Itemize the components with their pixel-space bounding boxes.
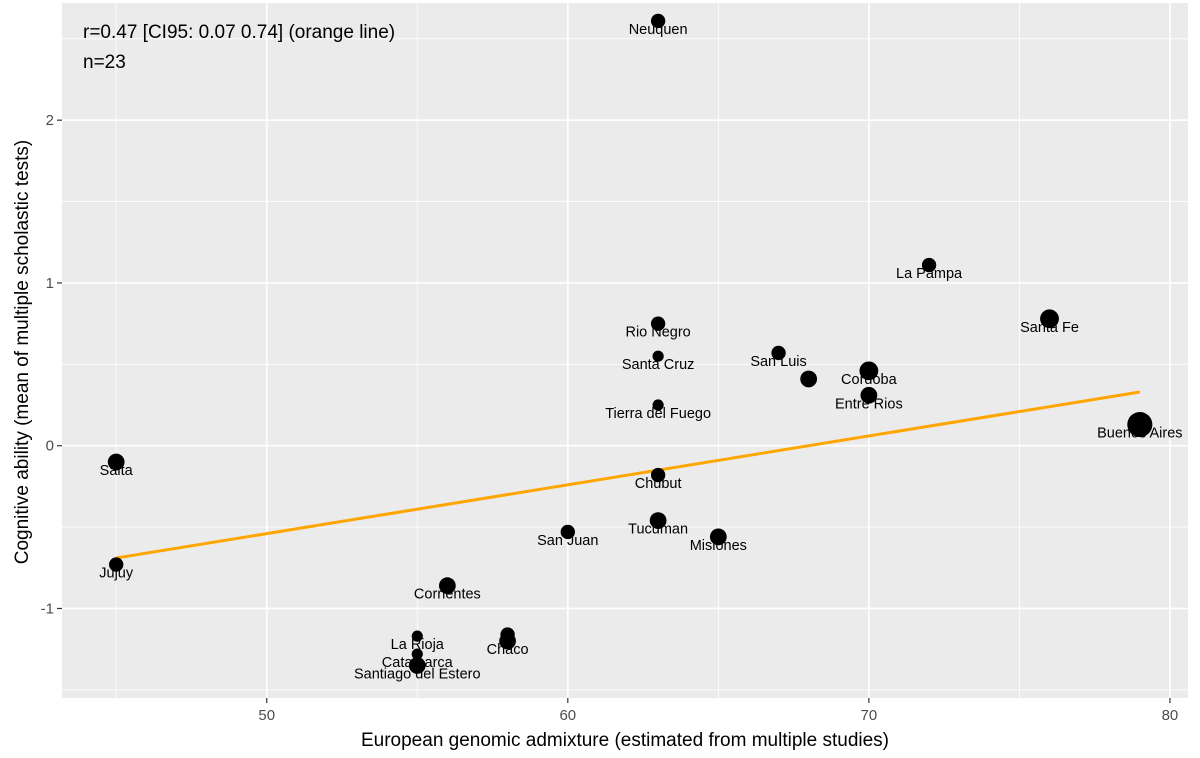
point-buenos-aires — [1127, 412, 1153, 438]
point-rio-negro — [650, 316, 666, 331]
point-entre-rios — [860, 386, 878, 404]
label-la-rioja: La Rioja — [391, 637, 445, 653]
plot-panel — [62, 3, 1188, 698]
sample-size-annotation: n=23 — [83, 52, 126, 73]
label-rio-negro: Rio Negro — [625, 325, 690, 341]
label-jujuy: Jujuy — [99, 566, 134, 582]
label-santiago-del-estero: Santiago del Estero — [354, 666, 481, 682]
label-san-juan: San Juan — [537, 533, 598, 549]
label-san-luis: San Luis — [750, 354, 806, 370]
label-corrientes: Corrientes — [414, 587, 481, 603]
point-la-rioja — [411, 630, 423, 642]
y-tick-label: -1 — [41, 600, 54, 617]
label-tucuman: Tucuman — [628, 522, 688, 538]
point-cordoba — [859, 361, 879, 381]
point-santa-fe — [1040, 309, 1059, 329]
point-san-luis — [771, 345, 786, 361]
point-formosa — [500, 627, 515, 642]
label-tierra-del-fuego: Tierra del Fuego — [605, 406, 711, 422]
point-neuquen — [650, 13, 666, 29]
correlation-annotation: r=0.47 [CI95: 0.07 0.74] (orange line) — [83, 22, 395, 43]
point-mendoza — [800, 370, 818, 388]
label-chaco: Chaco — [487, 642, 529, 658]
label-la-pampa: La Pampa — [896, 266, 963, 282]
point-misiones — [709, 528, 727, 546]
point-san-juan — [560, 524, 575, 540]
major-gridlines — [62, 3, 1188, 698]
point-catamarca — [411, 648, 423, 660]
label-misiones: Misiones — [690, 538, 747, 554]
x-tick-label: 60 — [559, 707, 576, 724]
point-corrientes — [438, 577, 456, 595]
y-tick-label: 2 — [46, 112, 54, 129]
point-salta — [107, 453, 125, 471]
label-cordoba: Cordoba — [841, 372, 898, 388]
fit-line-layer — [115, 390, 1141, 560]
label-chubut: Chubut — [635, 476, 682, 492]
y-axis-title: Cognitive ability (mean of multiple scho… — [12, 140, 33, 565]
point-chubut — [650, 467, 666, 483]
label-entre-rios: Entre Rios — [835, 396, 903, 412]
label-catamarca: Catamarca — [382, 655, 454, 671]
label-salta: Salta — [100, 463, 134, 479]
points-layer — [107, 13, 1153, 674]
point-jujuy — [109, 557, 124, 572]
point-santiago-del-estero — [408, 657, 426, 674]
point-tierra-del-fuego — [652, 399, 664, 411]
point-la-pampa — [921, 257, 937, 273]
point-labels-layer: Neuquen La Pampa Santa Fe Rio Negro Santa Cr… — [99, 22, 1182, 683]
point-tucuman — [649, 512, 667, 529]
point-santa-cruz — [652, 350, 664, 362]
label-neuquen: Neuquen — [629, 22, 688, 38]
regression-line — [115, 390, 1141, 560]
minor-gridlines — [62, 3, 1188, 698]
label-buenos-aires: Buenos Aires — [1097, 426, 1182, 442]
x-tick-label: 70 — [861, 707, 878, 724]
y-tick-label: 0 — [46, 438, 54, 455]
x-tick-label: 80 — [1162, 707, 1179, 724]
x-tick-label: 50 — [258, 707, 275, 724]
x-axis-title: European genomic admixture (estimated fr… — [361, 730, 889, 751]
y-tick-label: 1 — [46, 275, 54, 292]
label-santa-fe: Santa Fe — [1020, 320, 1079, 336]
label-santa-cruz: Santa Cruz — [622, 357, 695, 373]
axis-ticks-layer: 50 60 70 80 -1 0 1 2 — [41, 112, 1179, 724]
